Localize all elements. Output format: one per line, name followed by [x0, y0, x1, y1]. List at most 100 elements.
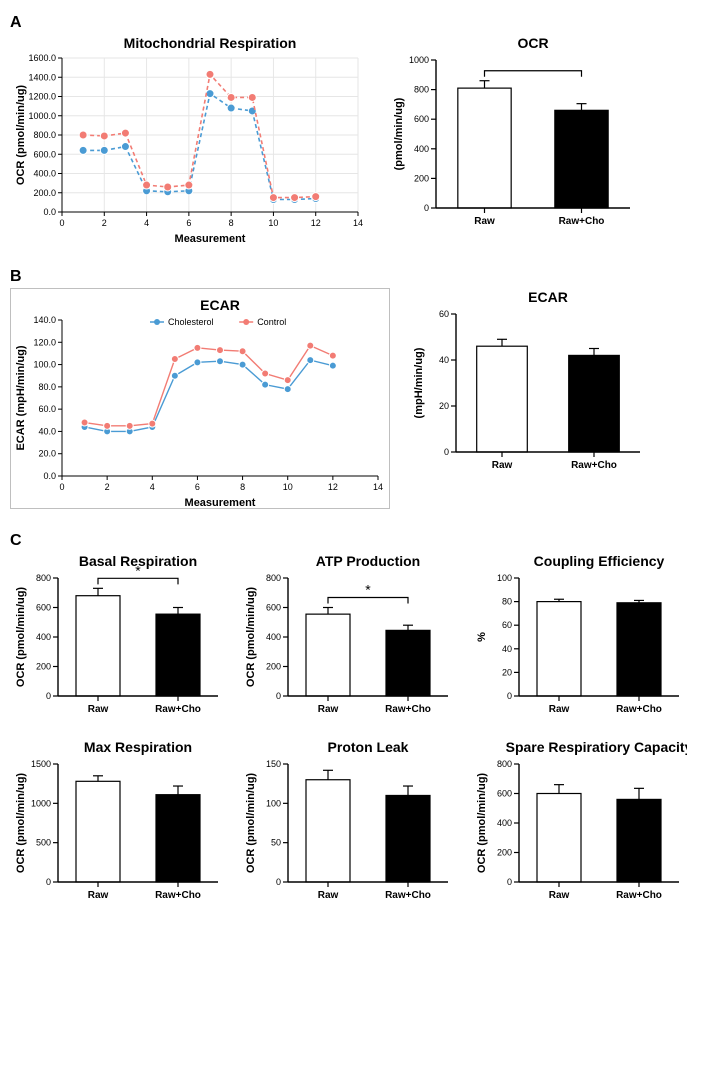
bar-chart-ecar: 0204060RawRaw+Cho(mpH/min/ug)ECAR	[408, 288, 648, 488]
svg-text:1400.0: 1400.0	[28, 72, 56, 82]
svg-text:200: 200	[36, 662, 51, 672]
bar-chart-max-respiration: 050010001500RawRaw+ChoOCR (pmol/min/ug)M…	[10, 738, 230, 918]
svg-text:20.0: 20.0	[38, 449, 56, 459]
svg-text:*: *	[366, 582, 372, 598]
svg-text:1500: 1500	[31, 759, 51, 769]
svg-text:0: 0	[59, 482, 64, 492]
svg-text:Cholesterol: Cholesterol	[168, 317, 214, 327]
svg-text:400: 400	[266, 632, 281, 642]
bar-chart-basal-respiration: 0200400600800RawRaw+ChoOCR (pmol/min/ug)…	[10, 552, 230, 732]
svg-text:OCR (pmol/min/ug): OCR (pmol/min/ug)	[245, 587, 257, 688]
svg-text:0: 0	[507, 691, 512, 701]
svg-text:10: 10	[268, 218, 278, 228]
svg-text:600.0: 600.0	[33, 149, 56, 159]
svg-text:1600.0: 1600.0	[28, 53, 56, 63]
svg-text:0: 0	[276, 877, 281, 887]
svg-text:Raw+Cho: Raw+Cho	[155, 890, 201, 901]
svg-text:Raw: Raw	[474, 216, 495, 227]
bar-chart-ocr: 02004006008001000RawRaw+Cho(pmol/min/ug)…	[388, 34, 638, 244]
svg-text:1200.0: 1200.0	[28, 92, 56, 102]
svg-text:Raw+Cho: Raw+Cho	[559, 216, 605, 227]
svg-text:Raw: Raw	[548, 704, 569, 715]
svg-text:0: 0	[46, 877, 51, 887]
svg-text:80.0: 80.0	[38, 382, 56, 392]
svg-text:12: 12	[328, 482, 338, 492]
svg-text:OCR: OCR	[517, 35, 548, 51]
svg-text:Raw: Raw	[88, 890, 109, 901]
line-chart-ecar: 0.020.040.060.080.0100.0120.0140.0024681…	[10, 288, 390, 518]
svg-text:Proton Leak: Proton Leak	[328, 739, 409, 755]
svg-text:400: 400	[414, 144, 429, 154]
svg-text:800: 800	[497, 759, 512, 769]
svg-text:ECAR (mpH/min/ug): ECAR (mpH/min/ug)	[15, 345, 27, 450]
bar-chart-coupling-efficiency: 020406080100RawRaw+Cho%Coupling Efficien…	[471, 552, 691, 732]
svg-text:2: 2	[105, 482, 110, 492]
line-chart-mito-respiration: 0.0200.0400.0600.0800.01000.01200.01400.…	[10, 34, 370, 254]
svg-text:Raw: Raw	[492, 460, 513, 471]
svg-text:0: 0	[46, 691, 51, 701]
svg-text:OCR (pmol/min/ug): OCR (pmol/min/ug)	[15, 587, 27, 688]
bar-chart-proton-leak: 050100150RawRaw+ChoOCR (pmol/min/ug)Prot…	[240, 738, 460, 918]
svg-text:Raw: Raw	[548, 890, 569, 901]
svg-text:8: 8	[240, 482, 245, 492]
svg-text:Raw+Cho: Raw+Cho	[616, 890, 662, 901]
svg-text:12: 12	[311, 218, 321, 228]
svg-text:0.0: 0.0	[43, 471, 56, 481]
svg-text:(pmol/min/ug): (pmol/min/ug)	[393, 97, 405, 170]
svg-text:20: 20	[502, 667, 512, 677]
svg-text:60: 60	[502, 620, 512, 630]
svg-text:500: 500	[36, 838, 51, 848]
svg-text:Raw+Cho: Raw+Cho	[571, 460, 617, 471]
svg-text:4: 4	[150, 482, 155, 492]
svg-text:14: 14	[373, 482, 383, 492]
svg-text:400: 400	[36, 632, 51, 642]
svg-text:80: 80	[502, 597, 512, 607]
svg-text:1000.0: 1000.0	[28, 111, 56, 121]
svg-text:200: 200	[266, 662, 281, 672]
svg-text:Mitochondrial Respiration: Mitochondrial Respiration	[124, 35, 297, 51]
svg-text:200: 200	[497, 848, 512, 858]
svg-text:Spare Respiratiory Capacity: Spare Respiratiory Capacity	[505, 739, 686, 755]
svg-text:800: 800	[266, 573, 281, 583]
bar-chart-atp-production: 0200400600800RawRaw+ChoOCR (pmol/min/ug)…	[240, 552, 460, 732]
svg-text:20: 20	[439, 401, 449, 411]
svg-text:600: 600	[266, 603, 281, 613]
svg-text:100: 100	[497, 573, 512, 583]
figure-root: A 0.0200.0400.0600.0800.01000.01200.0140…	[10, 14, 691, 918]
svg-text:600: 600	[414, 114, 429, 124]
svg-text:0: 0	[444, 447, 449, 457]
svg-text:0.0: 0.0	[43, 207, 56, 217]
svg-text:Max Respiration: Max Respiration	[84, 739, 192, 755]
svg-text:800.0: 800.0	[33, 130, 56, 140]
svg-text:800: 800	[414, 85, 429, 95]
svg-text:ECAR: ECAR	[528, 289, 568, 305]
svg-text:Raw+Cho: Raw+Cho	[155, 704, 201, 715]
svg-text:0: 0	[59, 218, 64, 228]
svg-text:2: 2	[102, 218, 107, 228]
svg-text:100.0: 100.0	[33, 360, 56, 370]
panel-b-row: 0.020.040.060.080.0100.0120.0140.0024681…	[10, 288, 691, 518]
panel-a-row: 0.0200.0400.0600.0800.01000.01200.01400.…	[10, 34, 691, 254]
svg-text:60: 60	[439, 309, 449, 319]
panel-label-a: A	[10, 14, 691, 32]
svg-text:6: 6	[195, 482, 200, 492]
svg-text:ECAR: ECAR	[200, 297, 240, 313]
svg-text:100: 100	[266, 798, 281, 808]
svg-text:50: 50	[271, 838, 281, 848]
svg-text:400.0: 400.0	[33, 169, 56, 179]
svg-text:0: 0	[424, 203, 429, 213]
svg-text:%: %	[476, 632, 488, 642]
svg-text:Raw: Raw	[318, 704, 339, 715]
svg-text:800: 800	[36, 573, 51, 583]
svg-text:Measurement: Measurement	[175, 233, 246, 245]
svg-text:Control: Control	[257, 317, 286, 327]
svg-text:Measurement: Measurement	[185, 497, 256, 509]
svg-text:4: 4	[144, 218, 149, 228]
svg-text:6: 6	[186, 218, 191, 228]
svg-text:0: 0	[276, 691, 281, 701]
svg-text:OCR (pmol/min/ug): OCR (pmol/min/ug)	[15, 85, 27, 186]
svg-text:40.0: 40.0	[38, 426, 56, 436]
svg-text:400: 400	[497, 818, 512, 828]
svg-text:40: 40	[502, 644, 512, 654]
svg-text:Raw: Raw	[88, 704, 109, 715]
